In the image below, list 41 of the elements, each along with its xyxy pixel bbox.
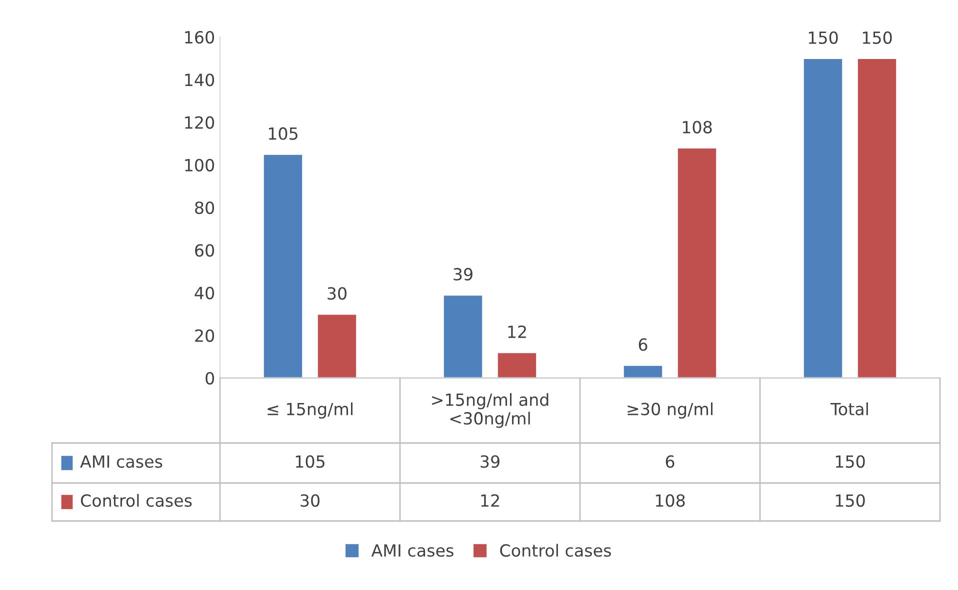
text: 150 xyxy=(836,494,865,507)
y-tick-label: 80 xyxy=(195,201,214,214)
x-tick-label: ≤ 15ng/ml xyxy=(268,402,352,419)
y-tick-label: 120 xyxy=(185,116,214,129)
bar xyxy=(442,294,484,378)
text: Control cases xyxy=(80,494,192,507)
bar xyxy=(262,154,304,378)
text: 39 xyxy=(480,455,500,468)
text: 108 xyxy=(656,494,685,507)
data-label: 150 xyxy=(808,31,838,44)
text: AMI cases xyxy=(371,544,454,557)
text: 12 xyxy=(481,494,499,507)
x-tick-label: ≥30 ng/ml xyxy=(628,402,712,419)
y-tick-label: 60 xyxy=(195,244,214,257)
text: 150 xyxy=(836,455,865,468)
y-tick-label: 40 xyxy=(194,286,214,300)
text: 105 xyxy=(296,455,324,468)
y-tick-label: 140 xyxy=(185,74,214,86)
text: 6 xyxy=(666,455,674,468)
data-label: 12 xyxy=(508,325,526,338)
bar xyxy=(802,58,844,378)
bar xyxy=(496,352,538,378)
x-tick-label: Total xyxy=(830,402,868,416)
x-tick-label: >15ng/ml and <30ng/ml xyxy=(432,393,548,428)
bar xyxy=(856,58,898,378)
y-tick-label: 0 xyxy=(206,372,214,385)
bar xyxy=(676,147,718,378)
y-tick-label: 100 xyxy=(185,158,214,172)
data-label: 105 xyxy=(268,127,298,140)
data-label: 108 xyxy=(682,120,712,134)
data-label: 39 xyxy=(454,268,472,281)
data-label: 150 xyxy=(862,31,892,44)
y-tick-label: 20 xyxy=(195,329,214,342)
legend-label: AMI cases xyxy=(80,455,162,468)
text: 30 xyxy=(300,494,320,507)
data-label: 6 xyxy=(638,338,648,351)
legend-label: Control cases xyxy=(500,544,611,557)
bar xyxy=(622,364,664,378)
data-label: 30 xyxy=(328,287,346,300)
y-tick-label: 160 xyxy=(185,30,214,44)
bar xyxy=(316,313,358,378)
